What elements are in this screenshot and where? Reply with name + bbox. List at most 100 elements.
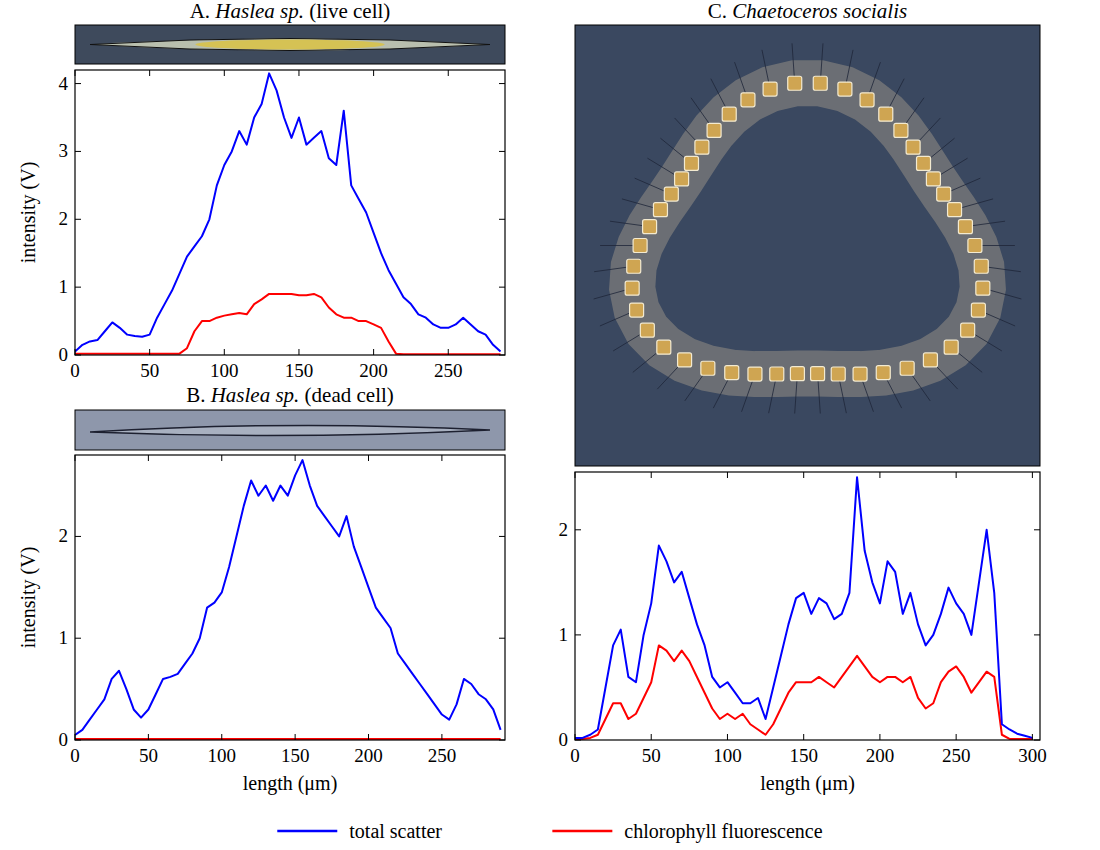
- title-species: Chaetoceros socialis: [732, 0, 907, 23]
- figure: A. Haslea sp. (live cell)050100150200250…: [0, 0, 1100, 850]
- y-tick-label: 3: [59, 140, 69, 161]
- x-tick-label: 200: [359, 360, 388, 381]
- x-tick: [224, 70, 225, 355]
- y-tick: [75, 536, 505, 537]
- y-tick-label: 1: [59, 276, 69, 297]
- x-tick: [368, 455, 369, 740]
- cell: [876, 366, 890, 380]
- title-species: Haslea sp.: [210, 383, 300, 407]
- x-tick-label: 0: [570, 745, 580, 766]
- cell: [831, 367, 845, 381]
- y-axis-title: intensity (V): [17, 162, 40, 264]
- legend-label: total scatter: [349, 820, 442, 842]
- cell: [906, 140, 920, 154]
- cell: [695, 140, 709, 154]
- cell: [684, 156, 698, 170]
- cell-wall: [90, 39, 490, 51]
- title-part: A.: [190, 0, 216, 23]
- y-tick: [75, 219, 505, 220]
- x-tick-label: 50: [140, 360, 159, 381]
- series-line: [75, 460, 501, 735]
- legend-swatch: [277, 830, 337, 833]
- x-tick: [149, 70, 150, 355]
- image-ground: [75, 25, 505, 64]
- x-tick: [448, 70, 449, 355]
- cell: [640, 323, 654, 337]
- cell: [853, 367, 867, 381]
- cell: [653, 203, 667, 217]
- cell: [701, 361, 715, 375]
- cell: [625, 281, 639, 295]
- x-tick: [956, 472, 957, 740]
- cell: [643, 220, 657, 234]
- panel-title: C. Chaetoceros socialis: [708, 0, 907, 23]
- cell: [838, 82, 852, 96]
- x-tick: [148, 455, 149, 740]
- x-tick-label: 150: [789, 745, 818, 766]
- cell: [900, 361, 914, 375]
- y-tick: [75, 287, 505, 288]
- x-tick-label: 200: [354, 745, 383, 766]
- cell: [725, 366, 739, 380]
- cell: [971, 303, 985, 317]
- series-line: [75, 73, 501, 351]
- cell: [678, 353, 692, 367]
- cell: [948, 203, 962, 217]
- cell: [627, 259, 641, 273]
- x-tick: [373, 70, 374, 355]
- x-tick: [1032, 472, 1033, 740]
- title-part: B.: [186, 383, 211, 407]
- x-tick-label: 150: [285, 360, 314, 381]
- image-ground: [75, 410, 505, 450]
- x-tick: [295, 455, 296, 740]
- cell: [961, 323, 975, 337]
- cell: [763, 82, 777, 96]
- cell: [879, 107, 893, 121]
- setae-halo: [632, 83, 983, 374]
- x-tick-label: 250: [942, 745, 971, 766]
- cell: [958, 220, 972, 234]
- panel-title: B. Haslea sp. (dead cell): [186, 383, 394, 407]
- x-tick: [727, 472, 728, 740]
- x-tick: [879, 472, 880, 740]
- y-tick: [575, 529, 1040, 530]
- micrograph: [75, 25, 505, 64]
- y-tick-label: 0: [59, 729, 69, 750]
- y-tick: [75, 83, 505, 84]
- series-line: [575, 645, 1032, 739]
- cell: [968, 239, 982, 253]
- x-tick-label: 250: [428, 745, 457, 766]
- y-tick-label: 0: [59, 344, 69, 365]
- x-tick-label: 0: [70, 360, 80, 381]
- cell: [664, 187, 678, 201]
- y-tick-label: 2: [59, 208, 69, 229]
- cell: [770, 367, 784, 381]
- plot-area: [75, 455, 505, 740]
- y-tick: [75, 638, 505, 639]
- cell: [976, 281, 990, 295]
- cell: [811, 367, 825, 381]
- series-line: [575, 477, 1032, 738]
- title-species: Haslea sp.: [214, 0, 304, 23]
- cell: [974, 259, 988, 273]
- cell: [944, 340, 958, 354]
- plot-frame: [575, 472, 1040, 740]
- cell: [917, 156, 931, 170]
- x-tick-label: 0: [70, 745, 80, 766]
- title-part: (dead cell): [299, 383, 393, 407]
- x-tick: [298, 70, 299, 355]
- plot-lines: [575, 477, 1032, 739]
- x-tick: [803, 472, 804, 740]
- cell: [937, 187, 951, 201]
- y-tick: [575, 634, 1040, 635]
- panel-title: A. Haslea sp. (live cell): [190, 0, 391, 23]
- x-tick: [651, 472, 652, 740]
- cell: [813, 76, 827, 90]
- micrograph: [575, 25, 1040, 466]
- title-part: C.: [708, 0, 733, 23]
- plot-lines: [75, 460, 501, 739]
- x-tick-label: 100: [713, 745, 742, 766]
- x-tick-label: 250: [434, 360, 463, 381]
- cell: [675, 172, 689, 186]
- cell: [790, 367, 804, 381]
